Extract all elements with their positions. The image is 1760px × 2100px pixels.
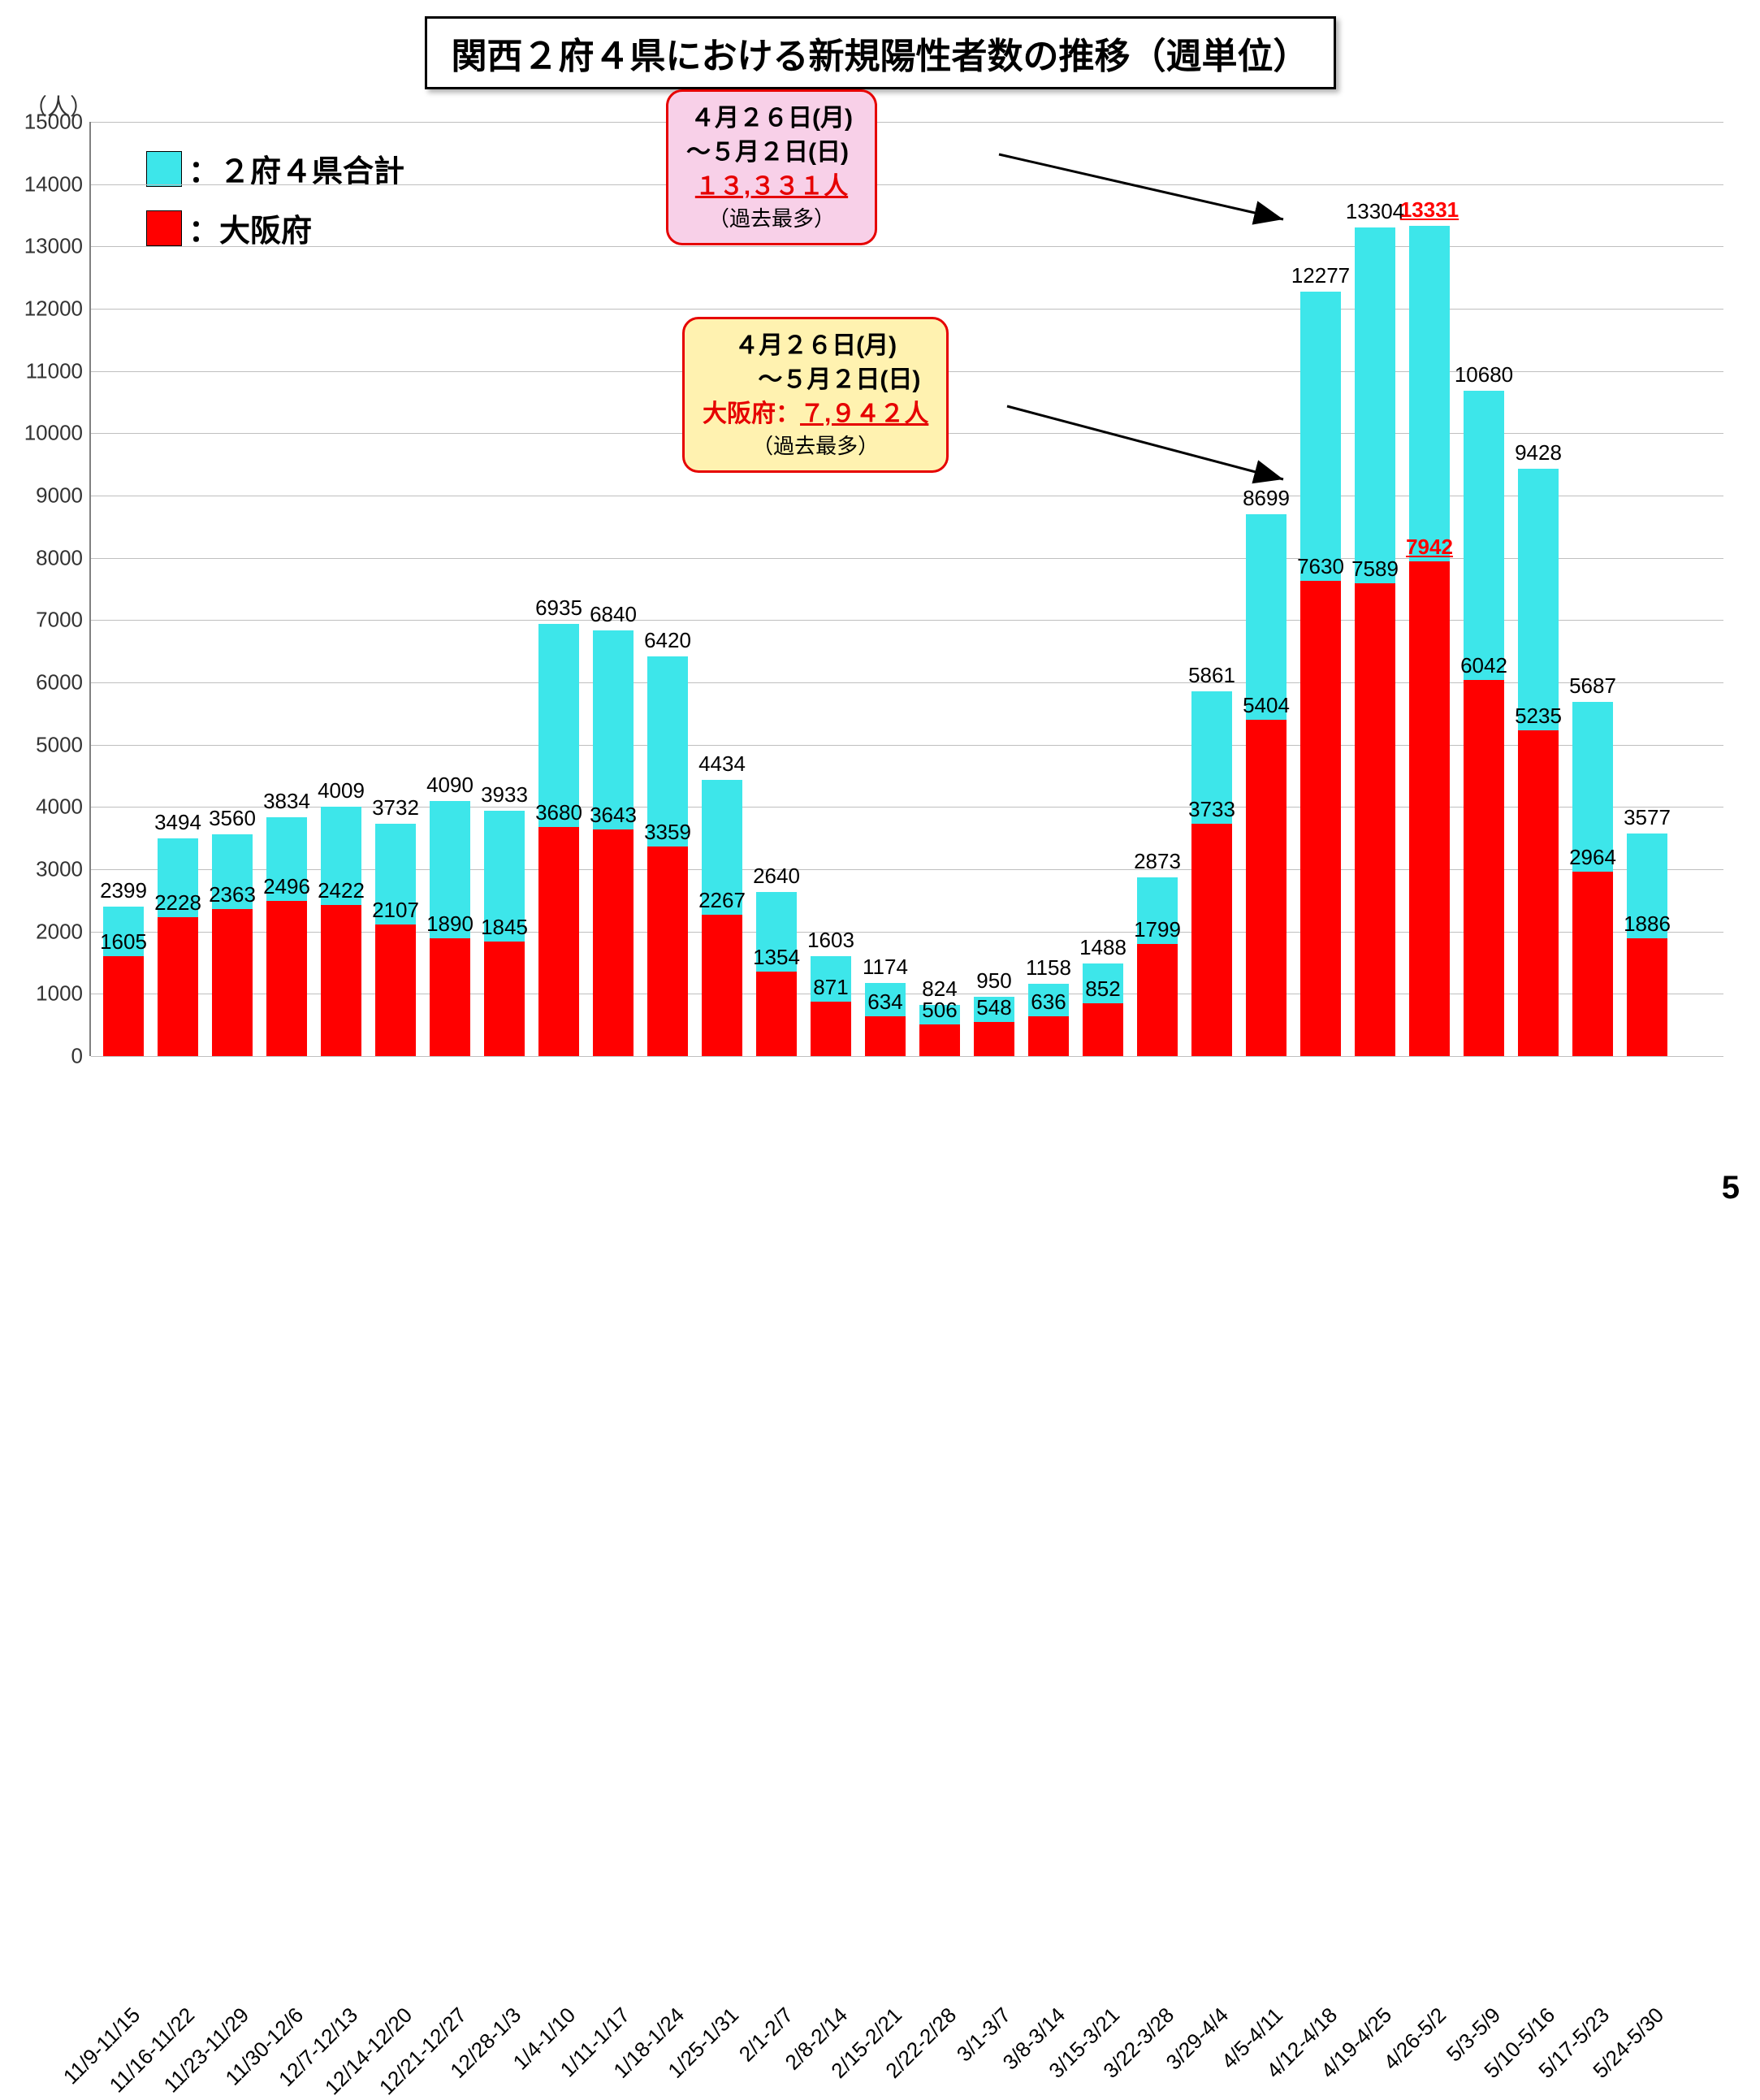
y-tick-label: 11000 bbox=[10, 358, 83, 383]
bar-osaka bbox=[1409, 561, 1450, 1056]
callout-pink-value: １３,３３１人 bbox=[686, 170, 857, 204]
bar-group: 28731799 bbox=[1137, 122, 1178, 1056]
bar-group: 39331845 bbox=[484, 122, 525, 1056]
bar-group: 1158636 bbox=[1028, 122, 1069, 1056]
y-tick-label: 12000 bbox=[10, 297, 83, 322]
y-tick-label: 8000 bbox=[10, 545, 83, 570]
callout-pink-line2: ～５月２日(日) bbox=[686, 136, 857, 170]
chart-area: 0100020003000400050006000700080009000100… bbox=[89, 122, 1722, 1056]
bar-osaka bbox=[1083, 1003, 1123, 1056]
bar-group: 68403643 bbox=[593, 122, 634, 1056]
callout-pink-note: （過去最多） bbox=[686, 204, 857, 233]
bar-osaka bbox=[1137, 944, 1178, 1056]
bar-group: 1488852 bbox=[1083, 122, 1123, 1056]
y-tick-label: 9000 bbox=[10, 483, 83, 509]
bar-osaka bbox=[1246, 720, 1286, 1056]
value-label-osaka: 1886 bbox=[1598, 911, 1696, 937]
bar-osaka bbox=[1518, 730, 1559, 1056]
plot: 0100020003000400050006000700080009000100… bbox=[89, 122, 1722, 1056]
callout-yellow-line1: ４月２６日(月) bbox=[703, 329, 928, 363]
y-tick-label: 7000 bbox=[10, 608, 83, 633]
y-tick-label: 5000 bbox=[10, 732, 83, 757]
page-number: 5 bbox=[1722, 1170, 1740, 1206]
bar-group: 35771886 bbox=[1627, 122, 1667, 1056]
callout-yellow-note: （過去最多） bbox=[703, 431, 928, 461]
callout-total-peak: ４月２６日(月) ～５月２日(日) １３,３３１人 （過去最多） bbox=[666, 89, 877, 245]
bar-group: 1174634 bbox=[865, 122, 906, 1056]
bar-group: 824506 bbox=[919, 122, 960, 1056]
bar-osaka bbox=[1028, 1016, 1069, 1056]
callout-yellow-value: ７,９４２人 bbox=[800, 401, 928, 427]
bar-osaka bbox=[484, 942, 525, 1056]
y-tick-label: 3000 bbox=[10, 857, 83, 882]
bar-osaka bbox=[430, 938, 470, 1056]
bar-group: 1603871 bbox=[811, 122, 851, 1056]
bar-osaka bbox=[919, 1024, 960, 1056]
callout-yellow-prefix: 大阪府： bbox=[703, 401, 800, 427]
bar-group: 69353680 bbox=[538, 122, 579, 1056]
bar-group: 34942228 bbox=[158, 122, 198, 1056]
bar-osaka bbox=[974, 1022, 1014, 1056]
callout-yellow-line2: ～５月２日(日) bbox=[703, 363, 928, 397]
bar-group: 86995404 bbox=[1246, 122, 1286, 1056]
bar-group: 106806042 bbox=[1464, 122, 1504, 1056]
value-label-total: 3577 bbox=[1598, 805, 1696, 830]
bar-osaka bbox=[1572, 872, 1613, 1056]
bar-group: 133047589 bbox=[1355, 122, 1395, 1056]
y-tick-label: 15000 bbox=[10, 110, 83, 135]
y-tick-label: 4000 bbox=[10, 795, 83, 820]
y-tick-label: 1000 bbox=[10, 981, 83, 1007]
callout-osaka-peak: ４月２６日(月) ～５月２日(日) 大阪府：７,９４２人 （過去最多） bbox=[682, 317, 949, 473]
bar-group: 26401354 bbox=[756, 122, 797, 1056]
bar-osaka bbox=[1627, 938, 1667, 1056]
bar-osaka bbox=[321, 905, 361, 1056]
grid-line bbox=[91, 1056, 1723, 1057]
chart-title: 関西２府４県における新規陽性者数の推移（週単位） bbox=[425, 16, 1336, 89]
bar-osaka bbox=[266, 901, 307, 1056]
bar-osaka bbox=[212, 909, 253, 1056]
bar-group: 38342496 bbox=[266, 122, 307, 1056]
bar-group: 44342267 bbox=[702, 122, 742, 1056]
y-tick-label: 14000 bbox=[10, 171, 83, 197]
bar-osaka bbox=[593, 829, 634, 1056]
callout-yellow-value-row: 大阪府：７,９４２人 bbox=[703, 397, 928, 431]
y-tick-label: 2000 bbox=[10, 919, 83, 944]
bar-osaka bbox=[1464, 680, 1504, 1056]
bar-osaka bbox=[538, 827, 579, 1056]
bar-group: 35602363 bbox=[212, 122, 253, 1056]
bar-osaka bbox=[1355, 583, 1395, 1056]
y-tick-label: 13000 bbox=[10, 234, 83, 259]
bar-group: 64203359 bbox=[647, 122, 688, 1056]
bar-osaka bbox=[375, 924, 416, 1056]
bar-osaka bbox=[647, 846, 688, 1056]
bar-group: 23991605 bbox=[103, 122, 144, 1056]
bar-group: 58613733 bbox=[1191, 122, 1232, 1056]
bar-group: 122777630 bbox=[1300, 122, 1341, 1056]
bar-group: 950548 bbox=[974, 122, 1014, 1056]
y-tick-label: 6000 bbox=[10, 670, 83, 695]
callout-pink-line1: ４月２６日(月) bbox=[686, 102, 857, 136]
bar-osaka bbox=[1191, 824, 1232, 1056]
bar-osaka bbox=[702, 915, 742, 1056]
y-tick-label: 0 bbox=[10, 1044, 83, 1069]
bar-osaka bbox=[1300, 581, 1341, 1056]
bar-osaka bbox=[158, 917, 198, 1056]
bar-group: 94285235 bbox=[1518, 122, 1559, 1056]
y-tick-label: 10000 bbox=[10, 421, 83, 446]
bar-group: 133317942 bbox=[1409, 122, 1450, 1056]
bar-osaka bbox=[103, 956, 144, 1056]
